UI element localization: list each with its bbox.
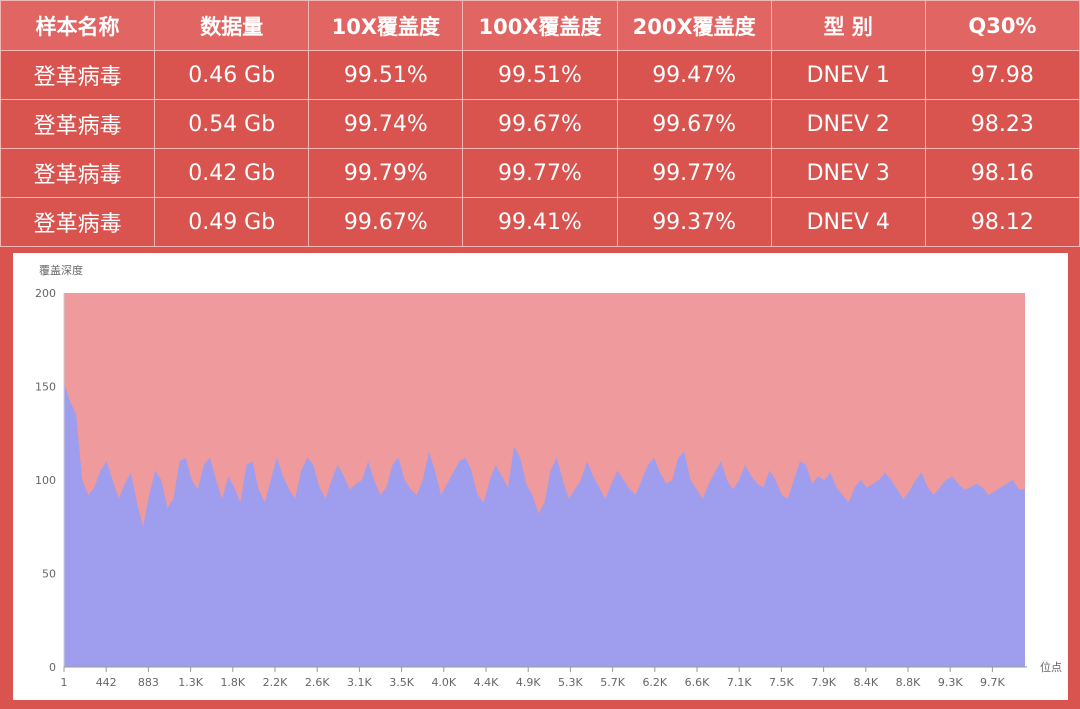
table-cell: DNEV 1 [770, 50, 926, 100]
column-header: Q30% [924, 0, 1080, 51]
x-tick-label: 8.8K [896, 676, 921, 689]
x-axis-title: 位点 [1040, 660, 1062, 674]
x-tick-label: 7.9K [811, 676, 836, 689]
x-tick-label: 883 [138, 676, 159, 689]
x-tick-label: 8.4K [853, 676, 878, 689]
x-tick-label: 5.7K [600, 676, 625, 689]
table-cell: 99.74% [308, 99, 464, 149]
table-cell: 99.77% [462, 148, 618, 198]
table-cell: 99.67% [462, 99, 618, 149]
table-cell: 99.51% [308, 50, 464, 100]
table-cell: 登革病毒 [0, 148, 156, 198]
y-tick-label: 50 [42, 568, 56, 581]
x-tick-label: 6.2K [642, 676, 667, 689]
table-row: 登革病毒 0.49 Gb 99.67% 99.41% 99.37% DNEV 4… [0, 197, 1080, 247]
table-cell: 99.41% [462, 197, 618, 247]
table-cell: 登革病毒 [0, 197, 156, 247]
column-header: 数据量 [154, 0, 310, 51]
x-tick-label: 1.8K [220, 676, 245, 689]
sample-stats-table: 样本名称 数据量 10X覆盖度 100X覆盖度 200X覆盖度 型 别 Q30%… [0, 0, 1080, 247]
x-tick-label: 3.5K [389, 676, 414, 689]
x-tick-label: 4.0K [431, 676, 456, 689]
x-tick-label: 7.1K [727, 676, 752, 689]
column-header: 型 别 [770, 0, 926, 51]
table-row: 登革病毒 0.54 Gb 99.74% 99.67% 99.67% DNEV 2… [0, 99, 1080, 149]
y-axis-title: 覆盖深度 [39, 263, 83, 277]
table-cell: 99.77% [616, 148, 772, 198]
table-cell: DNEV 3 [770, 148, 926, 198]
column-header: 10X覆盖度 [308, 0, 464, 51]
x-tick-label: 4.9K [516, 676, 541, 689]
table-header-row: 样本名称 数据量 10X覆盖度 100X覆盖度 200X覆盖度 型 别 Q30% [0, 0, 1080, 51]
table-cell: 0.46 Gb [154, 50, 310, 100]
column-header: 200X覆盖度 [616, 0, 772, 51]
table-row: 登革病毒 0.42 Gb 99.79% 99.77% 99.77% DNEV 3… [0, 148, 1080, 198]
x-tick-label: 9.7K [980, 676, 1005, 689]
column-header: 样本名称 [0, 0, 156, 51]
y-tick-label: 200 [35, 287, 56, 300]
table-cell: 97.98 [924, 50, 1080, 100]
table-cell: 0.54 Gb [154, 99, 310, 149]
table-cell: 98.12 [924, 197, 1080, 247]
plot-area [64, 293, 1025, 667]
coverage-depth-chart: 覆盖深度 位点 0 50 100 150 200 1 442 883 1.3K 1.8K 2.2K 2… [35, 263, 1062, 689]
table-cell: 0.42 Gb [154, 148, 310, 198]
y-tick-label: 100 [35, 474, 56, 487]
x-tick-label: 5.3K [558, 676, 583, 689]
x-tick-label: 4.4K [474, 676, 499, 689]
table-row: 登革病毒 0.46 Gb 99.51% 99.51% 99.47% DNEV 1… [0, 50, 1080, 100]
table-cell: 99.67% [616, 99, 772, 149]
x-tick-label: 3.1K [347, 676, 372, 689]
y-tick-label: 0 [49, 661, 56, 674]
table-cell: 98.23 [924, 99, 1080, 149]
table-cell: 登革病毒 [0, 99, 156, 149]
table-cell: DNEV 2 [770, 99, 926, 149]
axes: 0 50 100 150 200 1 442 883 1.3K 1.8K 2.2K 2.6K 3.1K 3… [35, 287, 1027, 689]
table-cell: 99.37% [616, 197, 772, 247]
table-cell: 99.51% [462, 50, 618, 100]
x-tick-label: 442 [96, 676, 117, 689]
table-cell: 登革病毒 [0, 50, 156, 100]
table-cell: 98.16 [924, 148, 1080, 198]
table-cell: 99.47% [616, 50, 772, 100]
x-tick-label: 1.3K [178, 676, 203, 689]
table-cell: 99.67% [308, 197, 464, 247]
coverage-chart-panel: 覆盖深度 位点 0 50 100 150 200 1 442 883 1.3K 1.8K 2.2K 2… [13, 253, 1068, 700]
x-tick-label: 2.2K [263, 676, 288, 689]
x-tick-label: 9.3K [938, 676, 963, 689]
coverage-depth-area [64, 382, 1025, 667]
y-tick-label: 150 [35, 381, 56, 394]
column-header: 100X覆盖度 [462, 0, 618, 51]
table-cell: 0.49 Gb [154, 197, 310, 247]
table-cell: DNEV 4 [770, 197, 926, 247]
x-tick-label: 7.5K [769, 676, 794, 689]
x-tick-label: 6.6K [685, 676, 710, 689]
x-tick-label: 1 [61, 676, 68, 689]
table-cell: 99.79% [308, 148, 464, 198]
x-tick-label: 2.6K [305, 676, 330, 689]
